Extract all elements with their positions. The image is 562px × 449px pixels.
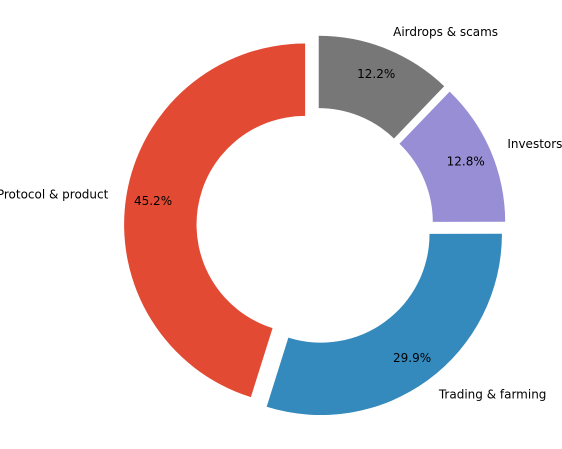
pct-label-trading-farming: 29.9% — [393, 351, 431, 365]
pct-label-protocol-product: 45.2% — [134, 194, 172, 208]
pct-label-airdrops-scams: 12.2% — [357, 67, 395, 81]
percent-labels-group: 45.2% 29.9% 12.8% 12.2% — [134, 67, 485, 365]
category-labels-group: Protocol & product Trading & farming Inves… — [0, 25, 562, 401]
category-label-investors: Investors — [507, 137, 562, 151]
slice-investors — [399, 91, 506, 222]
slice-airdrops-scams — [318, 35, 445, 139]
pct-label-investors: 12.8% — [447, 155, 485, 169]
category-label-protocol-product: Protocol & product — [0, 187, 109, 201]
category-label-trading-farming: Trading & farming — [438, 387, 547, 401]
slices-group — [124, 35, 506, 416]
slice-trading-farming — [266, 233, 502, 416]
slice-protocol-product — [124, 43, 306, 398]
category-label-airdrops-scams: Airdrops & scams — [393, 25, 498, 39]
